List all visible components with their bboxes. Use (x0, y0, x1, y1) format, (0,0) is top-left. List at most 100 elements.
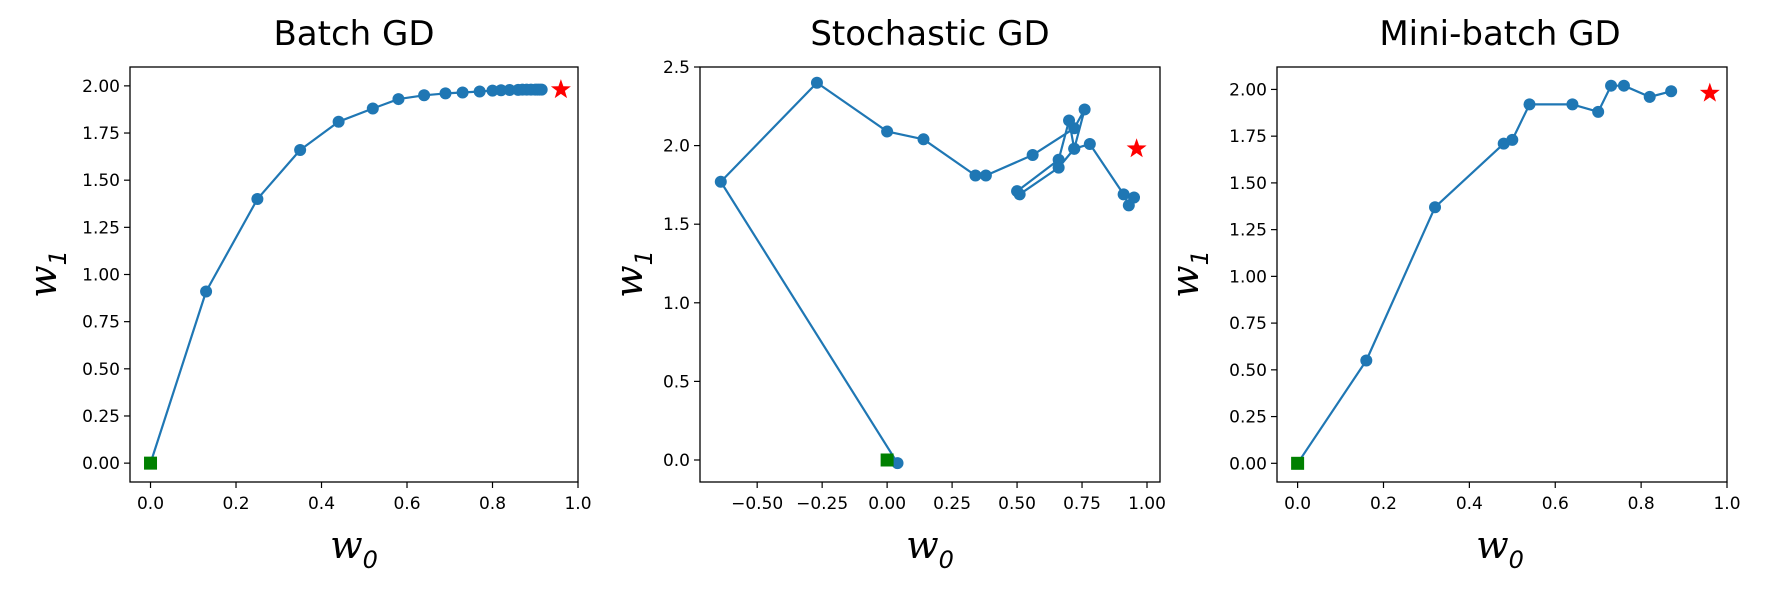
x-tick-label: 0.50 (998, 494, 1036, 514)
y-tick-label: 1.5 (663, 215, 690, 235)
axes-frame (1276, 66, 1728, 483)
x-tick-label: 0.6 (393, 494, 420, 514)
data-point (294, 144, 307, 156)
y-axis-label: w1 (1163, 250, 1214, 298)
y-tick-label: 2.00 (82, 77, 120, 97)
start-marker (144, 456, 158, 470)
data-point (881, 125, 894, 138)
y-tick-label: 1.0 (663, 294, 690, 314)
x-tick-label: 0.4 (308, 494, 335, 514)
y-tick-label: 0.00 (1229, 454, 1267, 474)
y-tick-label: 0.25 (1229, 408, 1267, 428)
data-point (1592, 105, 1605, 118)
x-tick-label: 1.0 (1713, 494, 1740, 514)
x-tick-label: 0.25 (933, 494, 971, 514)
y-tick-label: 0.25 (82, 407, 120, 427)
x-tick-label: 1.0 (564, 494, 591, 514)
optimum-star-marker (550, 79, 571, 99)
data-point (1665, 85, 1678, 98)
y-tick-label: 0.00 (82, 454, 120, 474)
y-tick-label: 2.0 (663, 137, 690, 157)
y-tick-label: 0.0 (663, 451, 690, 471)
x-tick-label: −0.25 (796, 494, 848, 514)
data-point (200, 285, 213, 298)
data-point (917, 133, 930, 146)
data-point (1083, 138, 1096, 151)
data-point (1052, 161, 1065, 174)
y-axis-label: w1 (607, 250, 658, 298)
series-line (149, 88, 542, 464)
data-point (1078, 103, 1091, 116)
panel-batch-gd: Batch GD 0.0 0.2 0.4 0.6 0.8 1.00.000.250.500… (21, 14, 592, 574)
axes-frame (129, 66, 579, 483)
start-marker (880, 453, 894, 467)
x-tick-label: 0.6 (1542, 494, 1569, 514)
data-point (1068, 142, 1081, 155)
data-point (332, 115, 345, 128)
optimum-star-marker (1699, 82, 1720, 102)
start-marker (1291, 456, 1305, 470)
y-tick-label: 0.5 (663, 372, 690, 392)
y-axis-label: w1 (21, 250, 72, 298)
data-point (1617, 79, 1630, 92)
panel-title: Batch GD (273, 14, 434, 54)
data-point (535, 83, 548, 96)
tick-layer: −0.50 −0.25 0.00 0.25 0.50 0.75 1.00 0.0 0.5 1.0 1… (663, 58, 1166, 514)
y-tick-label: 1.50 (82, 171, 120, 191)
data-point (1117, 188, 1130, 201)
axes-frame (699, 66, 1161, 483)
data-layer (144, 79, 571, 470)
y-tick-label: 2.00 (1229, 80, 1267, 100)
data-point (503, 84, 516, 97)
data-point (1506, 133, 1519, 146)
y-tick-label: 1.75 (1229, 127, 1267, 147)
data-point (366, 102, 379, 115)
data-point (418, 89, 431, 102)
data-layer (1291, 79, 1720, 470)
data-point (969, 169, 982, 182)
data-point (810, 76, 823, 89)
x-axis-label: w0 (906, 523, 954, 574)
y-tick-label: 1.25 (1229, 221, 1267, 241)
data-point (439, 87, 452, 100)
y-tick-label: 1.75 (82, 124, 120, 144)
x-axis-label: w0 (330, 523, 378, 574)
y-tick-label: 0.75 (82, 313, 120, 333)
x-tick-label: 1.00 (1128, 494, 1166, 514)
data-point (1013, 188, 1026, 201)
data-point (486, 84, 499, 97)
x-tick-label: 0.2 (1370, 494, 1397, 514)
data-layer (714, 76, 1147, 470)
y-tick-label: 0.75 (1229, 314, 1267, 334)
data-point (251, 193, 264, 206)
data-point (392, 93, 405, 106)
data-point (1026, 149, 1039, 162)
data-point (1360, 354, 1373, 367)
panel-stochastic-gd: Stochastic GD −0.50 −0.25 0.00 0.25 0.50 0.75… (607, 14, 1166, 574)
data-point (891, 457, 904, 470)
data-point (1128, 191, 1141, 204)
tick-layer: 0.0 0.2 0.4 0.6 0.8 1.0 0.00 0.25 0.50 0.75 1.00 1.… (82, 77, 591, 514)
x-tick-label: 0.0 (137, 494, 164, 514)
data-point (1523, 98, 1536, 111)
y-tick-label: 0.50 (82, 360, 120, 380)
x-tick-label: 0.8 (479, 494, 506, 514)
data-point (1643, 90, 1656, 103)
data-point (1429, 201, 1442, 214)
x-tick-label: 0.0 (1284, 494, 1311, 514)
y-tick-label: 1.00 (1229, 267, 1267, 287)
data-point (979, 169, 992, 182)
series-line (1296, 84, 1672, 464)
x-axis-label: w0 (1476, 523, 1524, 574)
x-tick-label: −0.50 (731, 494, 783, 514)
data-point (456, 86, 469, 99)
panel-title: Mini-batch GD (1379, 14, 1620, 54)
data-point (1063, 114, 1076, 127)
y-tick-label: 2.5 (663, 58, 690, 78)
tick-layer: 0.0 0.2 0.4 0.6 0.8 1.0 0.00 0.25 0.50 0.75 1.00 1.… (1229, 80, 1740, 514)
panel-title: Stochastic GD (810, 14, 1049, 54)
panel-mini-batch-gd: Mini-batch GD 0.0 0.2 0.4 0.6 0.8 1.0 0.00 0.25… (1163, 14, 1741, 574)
optimum-star-marker (1126, 138, 1147, 158)
data-point (1566, 98, 1579, 111)
